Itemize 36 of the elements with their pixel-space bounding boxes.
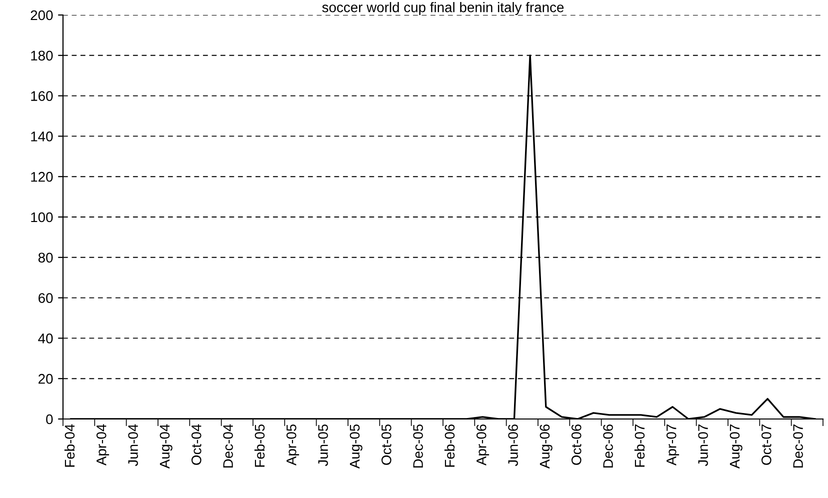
x-tick-label: Oct-07 — [761, 424, 772, 465]
y-tick-label: 80 — [38, 252, 53, 263]
x-tick-label: Apr-07 — [666, 424, 680, 466]
x-tick-label: Jun-06 — [508, 424, 518, 466]
x-tick-label: Oct-06 — [571, 424, 582, 465]
y-tick-label: 100 — [31, 212, 53, 222]
y-tick-label: 120 — [31, 172, 53, 182]
x-tick-label: Dec-04 — [223, 424, 233, 468]
x-tick-label: Feb-04 — [64, 424, 75, 467]
y-tick-label: 200 — [30, 10, 53, 20]
x-tick-label: Dec-06 — [603, 424, 613, 468]
x-tick-label: Aug-06 — [540, 424, 552, 469]
x-tick-label: Feb-07 — [634, 424, 645, 467]
y-tick-label: 0 — [46, 414, 53, 424]
x-tick-label: Feb-05 — [254, 424, 265, 467]
y-tick-label: 180 — [31, 50, 53, 61]
y-tick-label: 160 — [31, 91, 53, 101]
x-tick-label: Apr-05 — [286, 424, 300, 466]
x-tick-label: Oct-05 — [381, 424, 392, 465]
x-tick-label: Dec-05 — [413, 424, 423, 468]
y-tick-label: 60 — [38, 293, 53, 303]
y-tick-label: 40 — [38, 334, 53, 344]
x-tick-label: Jun-04 — [128, 424, 138, 466]
x-tick-label: Apr-06 — [476, 424, 490, 466]
x-tick-label: Dec-07 — [793, 424, 803, 468]
x-tick-label: Aug-07 — [730, 424, 742, 469]
x-tick-label: Apr-04 — [96, 424, 110, 466]
x-tick-label: Aug-05 — [350, 424, 362, 469]
x-tick-label: Jun-05 — [318, 424, 328, 466]
x-tick-label: Aug-04 — [160, 424, 172, 469]
chart-title: soccer world cup final benin italy france — [322, 2, 564, 15]
y-tick-label: 20 — [38, 374, 53, 384]
x-tick-label: Jun-07 — [698, 424, 708, 466]
x-tick-label: Feb-06 — [444, 424, 455, 467]
y-tick-label: 140 — [31, 132, 53, 142]
x-tick-label: Oct-04 — [191, 424, 202, 465]
